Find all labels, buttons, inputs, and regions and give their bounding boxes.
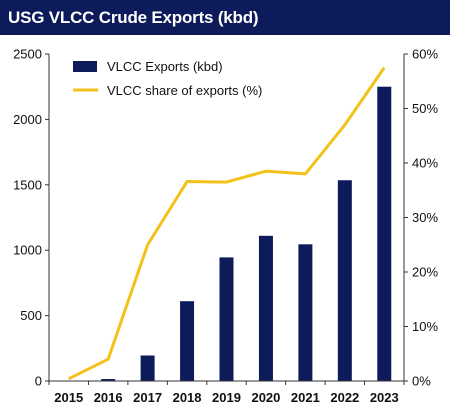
bar-2018	[180, 301, 195, 381]
y-right-tick-label: 0%	[412, 374, 431, 389]
y-left-tick-label: 1000	[13, 243, 42, 258]
y-right-tick-label: 50%	[412, 101, 438, 116]
bars-group	[101, 86, 392, 381]
x-tick-label: 2019	[212, 390, 241, 405]
legend-label-bars: VLCC Exports (kbd)	[107, 59, 223, 74]
x-tick-label: 2017	[133, 390, 162, 405]
y-right-tick-label: 40%	[412, 156, 438, 171]
y-right-tick-label: 20%	[412, 265, 438, 280]
y-right-tick-label: 30%	[412, 210, 438, 225]
x-tick-label: 2016	[94, 390, 123, 405]
bar-2020	[258, 235, 273, 381]
legend-label-line: VLCC share of exports (%)	[107, 83, 262, 98]
bar-2016	[101, 379, 116, 381]
x-tick-label: 2022	[330, 390, 359, 405]
x-tick-label: 2018	[173, 390, 202, 405]
legend: VLCC Exports (kbd) VLCC share of exports…	[73, 59, 262, 98]
legend-swatch-bars	[73, 61, 97, 72]
bar-2023	[377, 86, 392, 381]
x-tick-label: 2020	[251, 390, 280, 405]
y-right-tick-label: 60%	[412, 47, 438, 62]
y-right-tick-label: 10%	[412, 319, 438, 334]
line-group	[68, 66, 386, 381]
line-vlcc-share	[68, 66, 386, 381]
y-left-tick-label: 1500	[13, 177, 42, 192]
y-left-tick-label: 0	[35, 374, 42, 389]
x-tick-label: 2015	[54, 390, 83, 405]
y-left-tick-label: 2500	[13, 47, 42, 62]
axes-group: 0 500 1000 1500 2000 2500 0% 10% 20% 30% 40% 50% 60%…	[13, 47, 438, 406]
y-left-tick-label: 2000	[13, 112, 42, 127]
bar-2019	[219, 257, 234, 381]
bar-2021	[298, 244, 313, 381]
chart-title: USG VLCC Crude Exports (kbd)	[8, 7, 259, 27]
chart-title-bar: USG VLCC Crude Exports (kbd)	[0, 0, 450, 35]
bar-2022	[337, 180, 352, 381]
x-tick-label: 2021	[291, 390, 320, 405]
y-left-tick-label: 500	[20, 308, 42, 323]
x-tick-label: 2023	[370, 390, 399, 405]
bar-2017	[140, 355, 155, 381]
